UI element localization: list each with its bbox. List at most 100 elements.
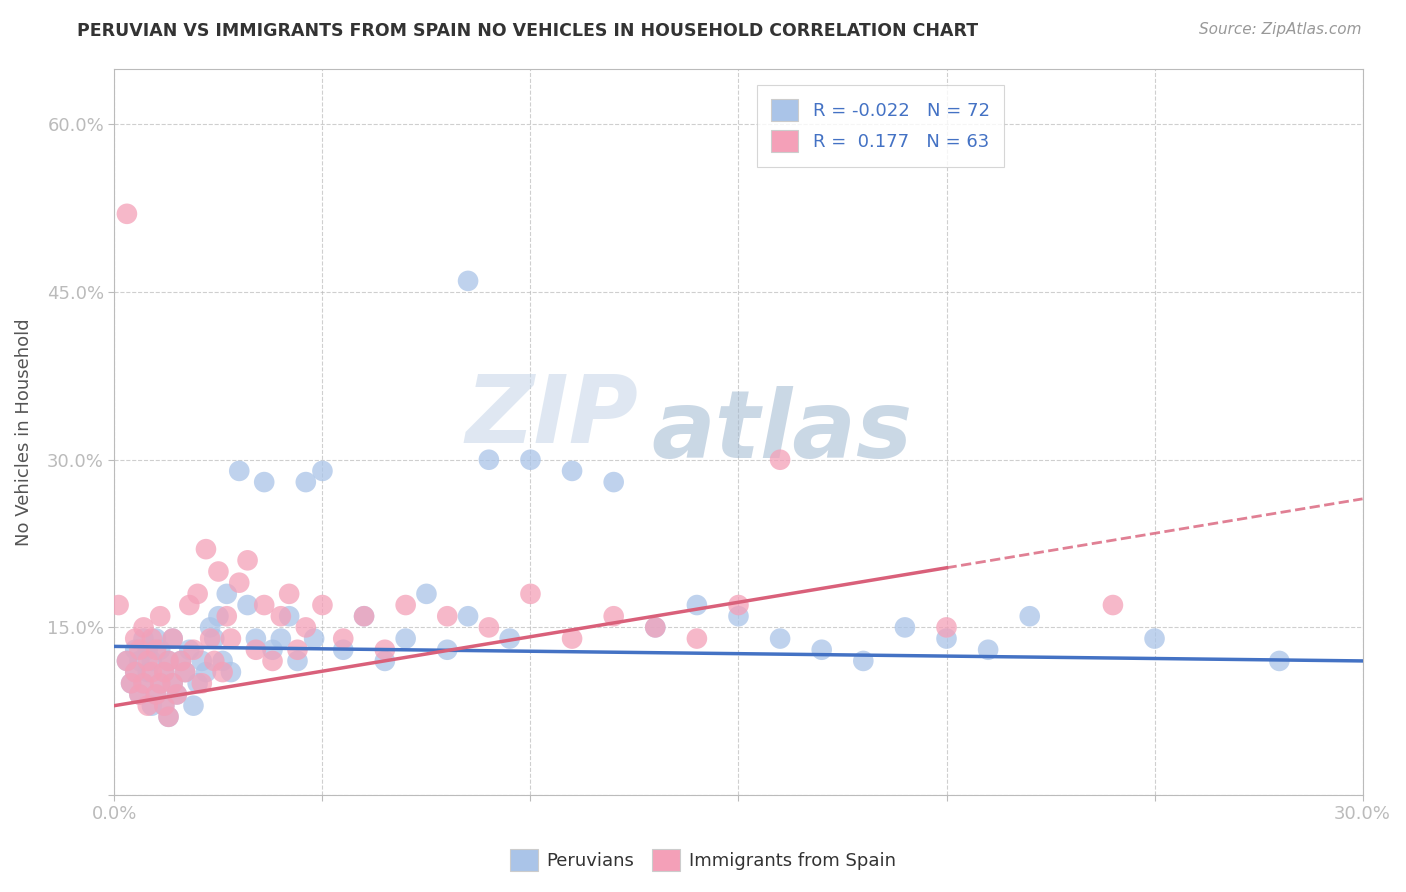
Point [191,654,214,668]
Point [124,665,146,679]
Point [287,642,309,657]
Point [141,665,163,679]
Point [157,654,180,668]
Point [561,632,583,646]
Point [145,642,167,657]
Y-axis label: No Vehicles in Household: No Vehicles in Household [15,318,32,546]
Point [236,598,259,612]
Point [332,642,354,657]
Point [686,598,709,612]
Point [519,587,541,601]
Point [644,620,666,634]
Point [457,609,479,624]
Point [198,620,221,634]
Point [187,676,209,690]
Point [253,598,276,612]
Point [353,609,375,624]
Point [262,654,284,668]
Point [211,654,233,668]
Point [187,587,209,601]
Point [162,676,184,690]
Point [162,632,184,646]
Point [245,642,267,657]
Point [170,654,193,668]
Point [166,688,188,702]
Point [278,609,301,624]
Point [124,642,146,657]
Point [245,632,267,646]
Point [395,632,418,646]
Point [162,676,184,690]
Point [353,609,375,624]
Point [128,688,150,702]
Point [145,688,167,702]
Point [236,553,259,567]
Point [415,587,437,601]
Point [132,632,155,646]
Point [157,654,180,668]
Point [149,609,172,624]
Text: atlas: atlas [651,386,912,478]
Point [153,698,176,713]
Point [810,642,832,657]
Point [128,642,150,657]
Point [228,464,250,478]
Point [202,654,225,668]
Point [149,676,172,690]
Point [215,587,238,601]
Point [170,654,193,668]
Text: PERUVIAN VS IMMIGRANTS FROM SPAIN NO VEHICLES IN HOUSEHOLD CORRELATION CHART: PERUVIAN VS IMMIGRANTS FROM SPAIN NO VEH… [77,22,979,40]
Point [498,632,520,646]
Point [602,609,624,624]
Text: ZIP: ZIP [465,371,638,463]
Point [153,665,176,679]
Point [157,710,180,724]
Point [262,642,284,657]
Point [1143,632,1166,646]
Point [194,542,217,557]
Point [295,620,318,634]
Point [935,620,957,634]
Point [894,620,917,634]
Point [852,654,875,668]
Point [436,642,458,657]
Point [149,676,172,690]
Point [219,632,242,646]
Point [374,654,396,668]
Point [198,632,221,646]
Point [207,609,229,624]
Point [287,654,309,668]
Point [124,665,146,679]
Point [174,665,197,679]
Point [124,632,146,646]
Point [215,609,238,624]
Point [115,654,138,668]
Point [107,598,129,612]
Point [183,642,205,657]
Point [686,632,709,646]
Point [194,665,217,679]
Point [141,632,163,646]
Point [136,642,159,657]
Point [278,587,301,601]
Point [436,609,458,624]
Point [136,665,159,679]
Point [149,642,172,657]
Point [211,665,233,679]
Point [228,575,250,590]
Text: Source: ZipAtlas.com: Source: ZipAtlas.com [1198,22,1361,37]
Point [132,676,155,690]
Point [311,464,333,478]
Legend: R = -0.022   N = 72, R =  0.177   N = 63: R = -0.022 N = 72, R = 0.177 N = 63 [756,85,1004,167]
Point [162,632,184,646]
Point [602,475,624,489]
Point [153,665,176,679]
Point [1102,598,1125,612]
Point [128,688,150,702]
Point [141,698,163,713]
Point [253,475,276,489]
Point [1018,609,1040,624]
Point [166,688,188,702]
Point [270,609,292,624]
Point [115,207,138,221]
